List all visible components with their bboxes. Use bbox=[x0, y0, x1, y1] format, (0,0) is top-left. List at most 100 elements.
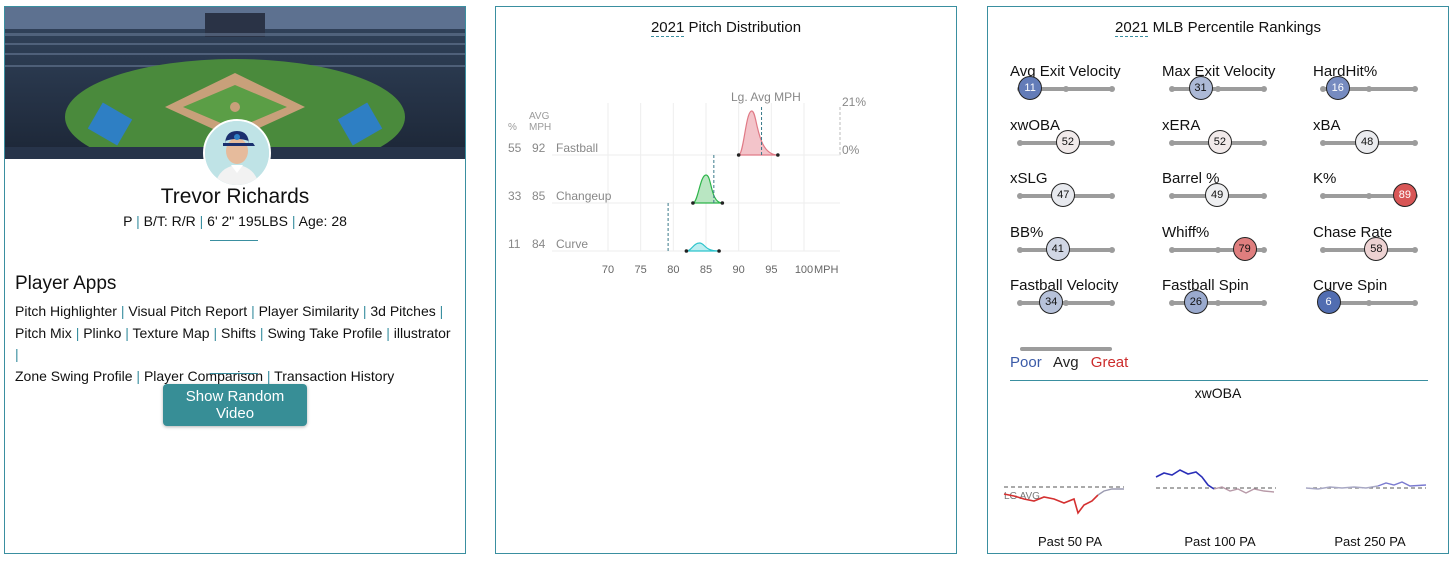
percentile-rankings-panel: 2021 MLB Percentile Rankings Avg Exit Ve… bbox=[987, 6, 1449, 554]
percentile-value-marker: 58 bbox=[1364, 237, 1389, 261]
player-card: Trevor Richards P | B/T: R/R | 6' 2" 195… bbox=[4, 6, 466, 554]
percentile-value-marker: 89 bbox=[1392, 183, 1417, 207]
app-link-illustrator[interactable]: illustrator bbox=[393, 324, 451, 341]
pitch-range-min-dot bbox=[684, 249, 689, 253]
xwoba-chart-title: xwOBA bbox=[1194, 385, 1242, 401]
separator: | bbox=[259, 324, 264, 341]
app-link-zone-swing-profile[interactable]: Zone Swing Profile bbox=[15, 367, 133, 384]
percentile-stat: xwOBA 52 bbox=[1010, 117, 1130, 167]
x-unit-label: MPH bbox=[814, 264, 839, 276]
legend-great: Great bbox=[1090, 354, 1129, 371]
divider bbox=[210, 240, 258, 241]
percentile-stat: K% 89 bbox=[1313, 170, 1433, 220]
xwoba-trend-line-below-avg bbox=[1003, 493, 1099, 515]
app-link-pitch-highlighter[interactable]: Pitch Highlighter bbox=[15, 303, 117, 319]
track-tick-dot bbox=[1063, 300, 1069, 306]
separator: | bbox=[15, 346, 19, 362]
stadium-banner-image bbox=[5, 7, 465, 159]
col-pct-header: % bbox=[508, 122, 517, 133]
track-tick-dot bbox=[1109, 300, 1115, 306]
track-tick-dot bbox=[1169, 86, 1175, 92]
legend-poor: Poor bbox=[1010, 354, 1042, 371]
pitch-density-curve bbox=[738, 110, 778, 156]
separator: | bbox=[199, 213, 204, 229]
app-link-player-comparison[interactable]: Player Comparison bbox=[143, 367, 263, 384]
app-link-swing-take-profile[interactable]: Swing Take Profile bbox=[267, 324, 383, 341]
app-link-plinko[interactable]: Plinko bbox=[83, 324, 122, 341]
percentile-value-marker: 26 bbox=[1183, 290, 1208, 314]
stat-label: Chase Rate bbox=[1313, 224, 1393, 241]
track-tick-dot bbox=[1109, 140, 1115, 146]
legend-avg: Avg bbox=[1053, 354, 1079, 371]
pitch-density-curve bbox=[686, 242, 720, 252]
app-link-visual-pitch-report[interactable]: Visual Pitch Report bbox=[128, 303, 248, 319]
percentile-stat: xSLG 47 bbox=[1010, 170, 1130, 220]
pitch-range-min-dot bbox=[691, 201, 695, 205]
player-name: Trevor Richards bbox=[160, 185, 310, 208]
track-tick-dot bbox=[1215, 300, 1221, 306]
separator: | bbox=[120, 303, 125, 319]
pitch-name: Fastball bbox=[556, 141, 598, 155]
track-tick-dot bbox=[1320, 86, 1326, 92]
pitch-avg-mph: 85 bbox=[532, 189, 546, 203]
x-tick-label: 85 bbox=[700, 264, 712, 276]
pitch-range-max-dot bbox=[717, 249, 721, 253]
player-position: P bbox=[123, 213, 133, 229]
stat-label: Max Exit Velocity bbox=[1162, 63, 1276, 80]
separator: | bbox=[136, 367, 141, 384]
app-link-pitch-mix[interactable]: Pitch Mix bbox=[15, 324, 72, 341]
track-tick-dot bbox=[1320, 247, 1326, 253]
track-tick-dot bbox=[1109, 86, 1115, 92]
percentile-stat: xBA 48 bbox=[1313, 117, 1433, 167]
xwoba-trend-line-near-avg bbox=[1213, 486, 1275, 494]
pitch-name: Curve bbox=[556, 237, 588, 251]
player-apps-title: Player Apps bbox=[15, 273, 117, 294]
track-tick-dot bbox=[1261, 300, 1267, 306]
player-avatar bbox=[203, 119, 271, 187]
percentile-value-marker: 79 bbox=[1232, 237, 1257, 261]
stat-label: Fastball Spin bbox=[1162, 277, 1249, 294]
app-link-texture-map[interactable]: Texture Map bbox=[132, 324, 210, 341]
percentile-value-marker: 47 bbox=[1051, 183, 1076, 207]
stat-label: Avg Exit Velocity bbox=[1010, 63, 1121, 80]
track-tick-dot bbox=[1320, 140, 1326, 146]
percentile-stat: BB% 41 bbox=[1010, 224, 1130, 274]
stat-label: HardHit% bbox=[1313, 63, 1378, 80]
separator: | bbox=[136, 213, 140, 229]
xwoba-trend-line-near-avg bbox=[1097, 488, 1124, 496]
stat-label: xBA bbox=[1313, 117, 1341, 134]
percentile-stat: xERA 52 bbox=[1162, 117, 1282, 167]
track-tick-dot bbox=[1169, 247, 1175, 253]
app-link-3d-pitches[interactable]: 3d Pitches bbox=[370, 303, 436, 319]
separator: | bbox=[291, 213, 296, 229]
pitch-range-max-dot bbox=[776, 153, 780, 157]
x-tick-label: 80 bbox=[667, 264, 679, 276]
track-tick-dot bbox=[1169, 193, 1175, 199]
percentile-value-marker: 52 bbox=[1207, 130, 1232, 154]
app-link-transaction-history[interactable]: Transaction History bbox=[274, 367, 395, 384]
separator: | bbox=[439, 303, 444, 319]
stat-label: Fastball Velocity bbox=[1010, 277, 1119, 294]
title-text: Pitch Distribution bbox=[688, 19, 802, 36]
track-tick-dot bbox=[1366, 193, 1372, 199]
player-bat-throw: B/T: R/R bbox=[143, 213, 196, 229]
percentile-value-marker: 31 bbox=[1188, 76, 1213, 100]
track-tick-dot bbox=[1320, 193, 1326, 199]
show-random-video-button[interactable]: Show Random Video bbox=[163, 384, 307, 426]
x-tick-label: 100 bbox=[795, 264, 813, 276]
app-link-player-similarity[interactable]: Player Similarity bbox=[258, 303, 359, 319]
track-tick-dot bbox=[1017, 247, 1023, 253]
col-avg-header: AVG bbox=[529, 111, 550, 122]
pitch-avg-mph: 84 bbox=[532, 237, 546, 251]
track-tick-dot bbox=[1366, 86, 1372, 92]
title-year-link[interactable]: 2021 bbox=[1115, 19, 1149, 37]
percentile-stat: Max Exit Velocity 31 bbox=[1162, 63, 1282, 113]
pitch-pct: 11 bbox=[508, 237, 521, 251]
league-avg-label: Lg. Avg MPH bbox=[731, 90, 801, 104]
percentile-stat: HardHit% 16 bbox=[1313, 63, 1433, 113]
stat-label: K% bbox=[1313, 170, 1337, 187]
max-pct-label: 21% bbox=[842, 95, 866, 109]
app-link-shifts[interactable]: Shifts bbox=[221, 324, 257, 341]
title-year-link[interactable]: 2021 bbox=[650, 19, 685, 37]
